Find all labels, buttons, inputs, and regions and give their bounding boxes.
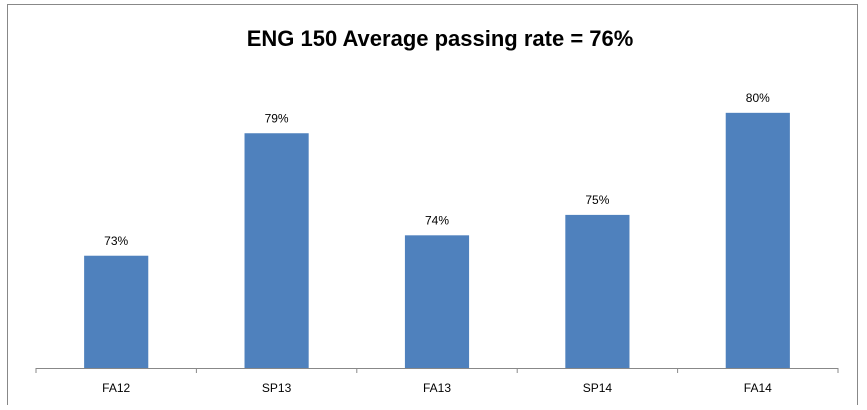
bar <box>404 235 470 368</box>
chart-title: ENG 150 Average passing rate = 76% <box>247 26 634 51</box>
data-label: 75% <box>585 193 609 207</box>
data-label: 80% <box>746 91 770 105</box>
bar <box>244 133 309 368</box>
bar <box>565 214 630 368</box>
bar <box>725 112 790 369</box>
data-label: 73% <box>104 234 128 248</box>
x-tick-label: FA13 <box>423 381 451 395</box>
data-label: 79% <box>265 111 289 125</box>
x-tick-label: FA14 <box>744 381 772 395</box>
bar <box>84 255 149 368</box>
x-tick-label: FA12 <box>102 381 130 395</box>
x-tick-label: SP14 <box>583 381 613 395</box>
data-label: 74% <box>425 213 449 227</box>
x-tick-label: SP13 <box>262 381 292 395</box>
